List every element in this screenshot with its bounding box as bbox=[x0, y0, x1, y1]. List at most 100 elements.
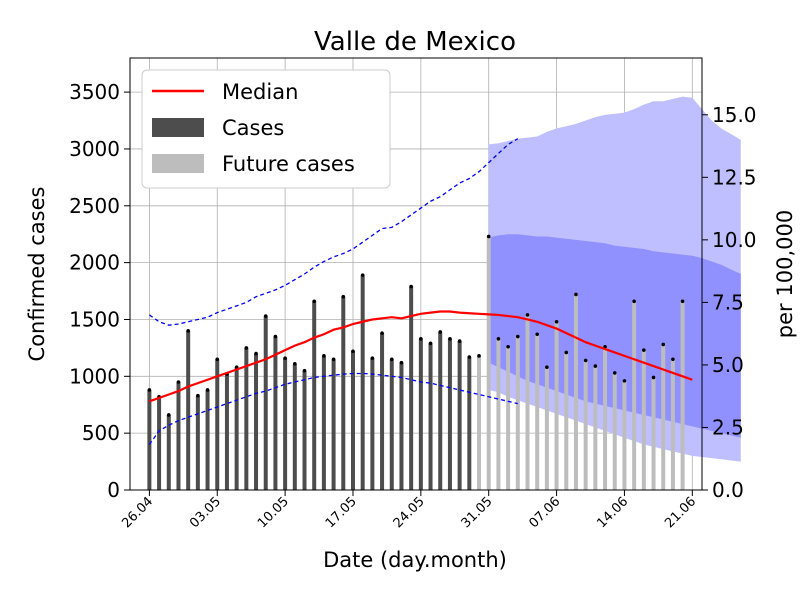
case-bar bbox=[273, 336, 278, 490]
case-bar bbox=[360, 275, 365, 490]
future-case-marker bbox=[515, 334, 520, 339]
case-marker bbox=[428, 341, 433, 346]
case-bar bbox=[331, 359, 336, 490]
y-right-tick-label: 15.0 bbox=[712, 103, 757, 127]
y-tick-label: 500 bbox=[82, 421, 120, 445]
x-tick-label: 21.06 bbox=[662, 494, 699, 531]
upper-dashed-line bbox=[149, 138, 519, 326]
x-tick-label: 14.06 bbox=[594, 494, 631, 531]
case-marker bbox=[370, 356, 375, 360]
future-case-bar bbox=[486, 236, 491, 490]
future-case-marker bbox=[642, 348, 646, 352]
future-case-bar bbox=[661, 344, 666, 490]
case-marker bbox=[399, 360, 404, 365]
case-bar bbox=[312, 301, 317, 490]
legend: Median Cases Future cases bbox=[141, 69, 391, 189]
legend-median-label: Median bbox=[222, 80, 298, 104]
case-bar bbox=[467, 356, 472, 490]
future-case-marker bbox=[671, 357, 675, 362]
case-marker bbox=[438, 330, 443, 334]
y-right-tick-label: 5.0 bbox=[712, 353, 744, 377]
case-marker bbox=[302, 368, 307, 373]
case-marker bbox=[215, 357, 220, 362]
future-case-marker bbox=[554, 319, 559, 324]
legend-cases-label: Cases bbox=[222, 116, 284, 140]
future-case-marker bbox=[564, 350, 569, 355]
case-marker bbox=[448, 337, 452, 341]
case-bar bbox=[176, 382, 181, 490]
future-case-bar bbox=[525, 314, 530, 490]
case-bars bbox=[147, 234, 685, 490]
case-bar bbox=[244, 347, 249, 490]
case-marker bbox=[263, 314, 268, 318]
future-case-bar bbox=[612, 372, 617, 490]
y-right-tick-label: 7.5 bbox=[712, 290, 744, 314]
future-case-marker bbox=[622, 379, 627, 383]
case-bar bbox=[205, 389, 210, 490]
case-bar bbox=[234, 367, 239, 490]
case-marker bbox=[409, 284, 413, 289]
case-bar bbox=[215, 359, 220, 490]
future-case-bar bbox=[544, 367, 549, 490]
future-case-bar bbox=[564, 352, 569, 490]
y-axis-right-label: per 100,000 bbox=[773, 210, 797, 338]
y-right-tick-label: 0.0 bbox=[712, 478, 744, 502]
y-axis-right: 0.0 2.5 5.0 7.5 10.0 12.5 15.0 bbox=[702, 103, 757, 502]
future-case-marker bbox=[535, 332, 539, 337]
legend-cases-swatch bbox=[152, 118, 204, 137]
future-case-marker bbox=[525, 313, 530, 317]
future-case-marker bbox=[632, 299, 636, 304]
median-line bbox=[149, 310, 693, 403]
y-tick-label: 1000 bbox=[69, 364, 120, 388]
case-bar bbox=[224, 374, 229, 490]
case-bar bbox=[457, 341, 462, 490]
future-case-bar bbox=[583, 360, 588, 490]
case-marker bbox=[196, 393, 200, 398]
future-case-bar bbox=[506, 346, 511, 490]
case-bar bbox=[283, 358, 288, 490]
future-case-bar bbox=[641, 350, 646, 490]
case-marker bbox=[244, 346, 249, 350]
prediction-bands bbox=[488, 96, 741, 462]
band-inner bbox=[488, 234, 741, 438]
case-marker bbox=[389, 357, 394, 362]
x-tick-label: 31.05 bbox=[459, 494, 496, 531]
future-case-bar bbox=[622, 380, 627, 490]
case-marker bbox=[147, 388, 152, 392]
case-bar bbox=[292, 363, 297, 490]
future-case-bar bbox=[632, 301, 637, 490]
y-tick-label: 1500 bbox=[69, 307, 120, 331]
future-case-bar bbox=[573, 294, 578, 490]
case-marker bbox=[205, 388, 210, 392]
case-bar bbox=[350, 351, 355, 490]
case-bar bbox=[380, 333, 385, 490]
future-case-bar bbox=[477, 355, 482, 490]
y-tick-label: 0 bbox=[107, 478, 120, 502]
case-bar bbox=[147, 389, 152, 490]
case-bar bbox=[186, 330, 191, 490]
case-marker bbox=[273, 334, 278, 339]
case-marker bbox=[312, 299, 317, 304]
future-case-marker bbox=[477, 354, 481, 358]
future-case-marker bbox=[574, 292, 578, 297]
case-bar bbox=[438, 331, 443, 490]
case-bar bbox=[302, 370, 307, 490]
case-marker bbox=[283, 356, 287, 360]
x-tick-label: 26.04 bbox=[119, 494, 156, 531]
legend-future-swatch bbox=[152, 154, 204, 173]
future-case-bar bbox=[651, 377, 656, 490]
case-bar bbox=[195, 395, 200, 490]
future-case-marker bbox=[506, 344, 510, 349]
legend-future-label: Future cases bbox=[222, 152, 355, 176]
future-case-marker bbox=[680, 299, 685, 304]
x-axis-label: Date (day.month) bbox=[323, 548, 507, 572]
y-right-tick-label: 10.0 bbox=[712, 228, 757, 252]
case-bar bbox=[399, 362, 404, 490]
plot-frame bbox=[129, 57, 703, 491]
case-marker bbox=[457, 339, 462, 343]
case-marker bbox=[166, 413, 171, 417]
future-case-bar bbox=[496, 338, 501, 490]
y-right-tick-label: 12.5 bbox=[712, 165, 757, 189]
case-marker bbox=[341, 294, 346, 299]
y-tick-label: 2500 bbox=[69, 194, 120, 218]
